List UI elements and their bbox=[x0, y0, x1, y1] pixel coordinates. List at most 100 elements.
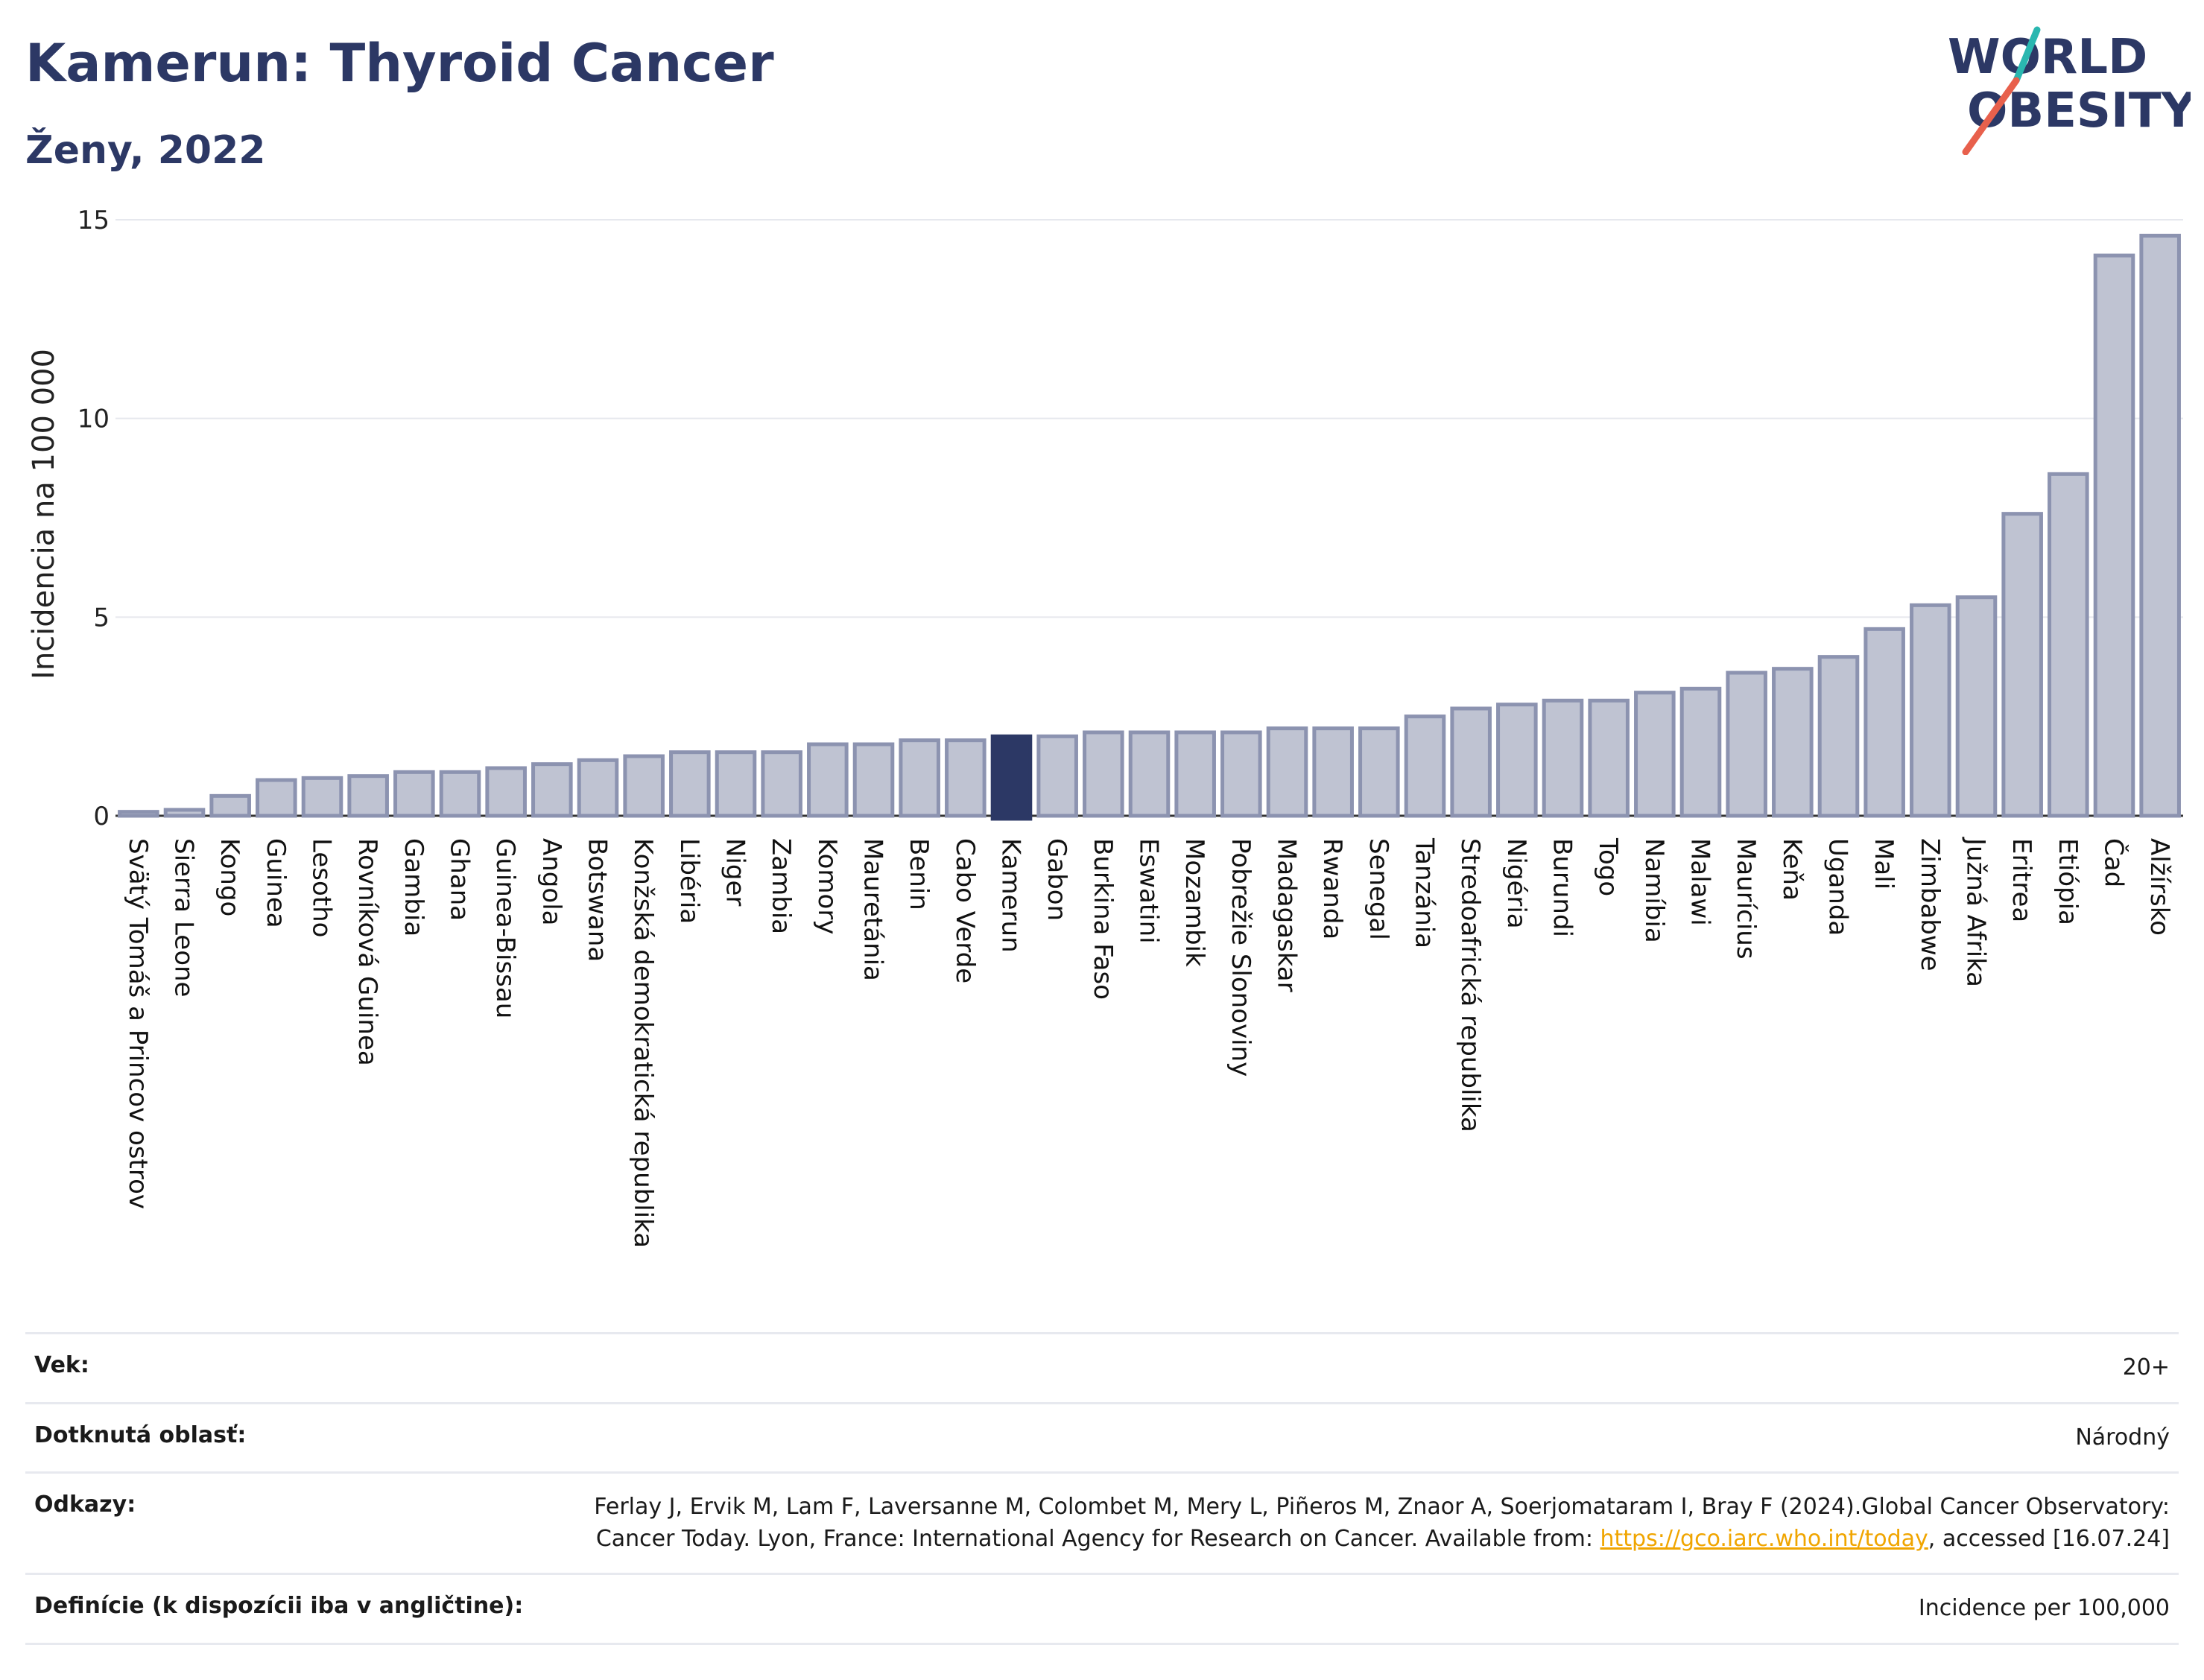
world-obesity-logo: WORLD OBESITY bbox=[1945, 21, 2196, 156]
bar bbox=[2048, 472, 2089, 818]
x-tick-label: Guinea-Bissau bbox=[490, 838, 520, 1018]
x-tick-label: Angola bbox=[536, 838, 566, 925]
bar bbox=[1496, 703, 1538, 818]
x-tick-label: Togo bbox=[1593, 837, 1623, 896]
x-tick-label: Svätý Tomáš a Princov ostrov bbox=[123, 838, 153, 1209]
x-tick-label: Stredoafrická republika bbox=[1455, 838, 1485, 1132]
bar bbox=[531, 762, 573, 818]
bar bbox=[1863, 627, 1905, 818]
age-value: 20+ bbox=[2122, 1354, 2170, 1381]
bar bbox=[1542, 698, 1584, 818]
bar bbox=[209, 793, 251, 818]
bar bbox=[715, 750, 757, 818]
bar bbox=[118, 810, 159, 818]
bar bbox=[439, 770, 481, 818]
bar bbox=[1910, 603, 1951, 818]
bar-chart: 0 5 10 15 Svätý Tomáš a Princov ostrov Sierra… bbox=[27, 206, 2183, 1248]
x-tick-label: Gabon bbox=[1042, 838, 1071, 921]
bar bbox=[761, 750, 802, 818]
x-tick-label: Burundi bbox=[1548, 838, 1577, 937]
bar bbox=[1817, 655, 1860, 818]
bar bbox=[347, 774, 389, 818]
svg-text:WORLD: WORLD bbox=[1948, 30, 2147, 85]
x-tick-label: Libéria bbox=[674, 838, 704, 924]
x-tick-label: Južná Afrika bbox=[1961, 837, 1991, 987]
references-link[interactable]: https://gco.iarc.who.int/today bbox=[1600, 1525, 1928, 1552]
metadata-table: Vek: 20+ Dotknutá oblasť: Národný Odkazy… bbox=[25, 1332, 2179, 1645]
x-tick-label: Komory bbox=[812, 838, 842, 934]
x-tick-label: Čad bbox=[2099, 838, 2129, 887]
x-tick-label: Maurícius bbox=[1731, 838, 1761, 960]
labels-layer: 0 5 10 15 Svätý Tomáš a Princov ostrov Sierra… bbox=[77, 206, 2174, 1248]
definitions-value: Incidence per 100,000 bbox=[1918, 1595, 2170, 1622]
bar bbox=[1772, 667, 1814, 818]
x-tick-label: Uganda bbox=[1823, 838, 1853, 936]
x-tick-label: Mali bbox=[1869, 838, 1899, 890]
x-tick-label: Rwanda bbox=[1317, 838, 1347, 939]
x-tick-label: Ghana bbox=[445, 838, 475, 921]
meta-row-area: Dotknutá oblasť: Národný bbox=[25, 1401, 2179, 1472]
definitions-label: Definície (k dispozícii iba v angličtine… bbox=[34, 1593, 524, 1620]
bar bbox=[1128, 730, 1171, 818]
y-tick-label: 10 bbox=[77, 405, 110, 434]
y-tick-label: 15 bbox=[77, 206, 110, 235]
meta-row-age: Vek: 20+ bbox=[25, 1332, 2179, 1402]
bar bbox=[945, 738, 987, 818]
bar bbox=[301, 776, 343, 818]
bar bbox=[623, 754, 665, 818]
bar bbox=[1679, 686, 1722, 818]
x-tick-label: Cabo Verde bbox=[950, 838, 980, 983]
y-tick-label: 5 bbox=[93, 603, 110, 633]
bar bbox=[1358, 726, 1400, 818]
bar bbox=[1266, 726, 1308, 818]
x-tick-label: Rovníková Guinea bbox=[352, 838, 382, 1066]
bar bbox=[669, 750, 711, 818]
x-tick-label: Eswatini bbox=[1134, 838, 1164, 944]
x-tick-label: Nigéria bbox=[1501, 838, 1531, 929]
bar bbox=[485, 766, 527, 818]
bar bbox=[1955, 595, 1998, 818]
bar bbox=[163, 808, 206, 818]
x-tick-label: Mauretánia bbox=[858, 838, 888, 981]
area-label: Dotknutá oblasť: bbox=[34, 1421, 247, 1448]
bar bbox=[1036, 734, 1078, 818]
x-tick-label: Alžírsko bbox=[2144, 838, 2174, 936]
bar bbox=[1404, 714, 1446, 818]
age-label: Vek: bbox=[34, 1352, 89, 1378]
x-tick-label: Madagaskar bbox=[1272, 838, 1302, 992]
x-tick-label: Etiópia bbox=[2053, 838, 2083, 925]
references-text: Ferlay J, Ervik M, Lam F, Laversanne M, … bbox=[594, 1494, 2170, 1552]
x-tick-label: Gambia bbox=[399, 838, 428, 936]
bar bbox=[1634, 691, 1676, 818]
bar bbox=[1174, 730, 1216, 818]
chart-subtitle: Ženy, 2022 bbox=[25, 128, 266, 173]
x-tick-label: Pobrežie Slonoviny bbox=[1226, 838, 1255, 1077]
logo-graphic: WORLD OBESITY bbox=[1948, 26, 2196, 156]
x-tick-label: Guinea bbox=[261, 838, 291, 928]
x-tick-label: Konžská demokratická republika bbox=[628, 838, 658, 1248]
x-tick-label: Benin bbox=[904, 838, 934, 910]
x-tick-label: Lesotho bbox=[307, 838, 337, 937]
bar bbox=[2001, 512, 2043, 818]
bar-highlighted bbox=[990, 734, 1033, 821]
bar bbox=[2093, 253, 2135, 818]
bar bbox=[899, 738, 940, 818]
x-tick-label: Namíbia bbox=[1639, 838, 1669, 943]
x-tick-label: Mozambik bbox=[1179, 838, 1209, 967]
references-accessed: , accessed [16.07.24] bbox=[1928, 1525, 2170, 1552]
bar bbox=[2139, 233, 2181, 818]
bar bbox=[256, 778, 297, 818]
references-label: Odkazy: bbox=[34, 1492, 136, 1518]
area-value: Národný bbox=[2075, 1424, 2170, 1451]
bar bbox=[1083, 730, 1124, 818]
x-tick-label: Keňa bbox=[1777, 838, 1807, 901]
bar bbox=[1588, 698, 1630, 818]
x-tick-label: Niger bbox=[721, 838, 750, 906]
bar bbox=[393, 770, 435, 818]
y-tick-label: 0 bbox=[93, 802, 110, 831]
x-tick-label: Eritrea bbox=[2007, 838, 2036, 922]
bar bbox=[852, 742, 895, 818]
x-tick-label: Burkina Faso bbox=[1088, 838, 1118, 1000]
bars-layer bbox=[118, 233, 2181, 821]
x-tick-label: Zambia bbox=[766, 838, 796, 934]
